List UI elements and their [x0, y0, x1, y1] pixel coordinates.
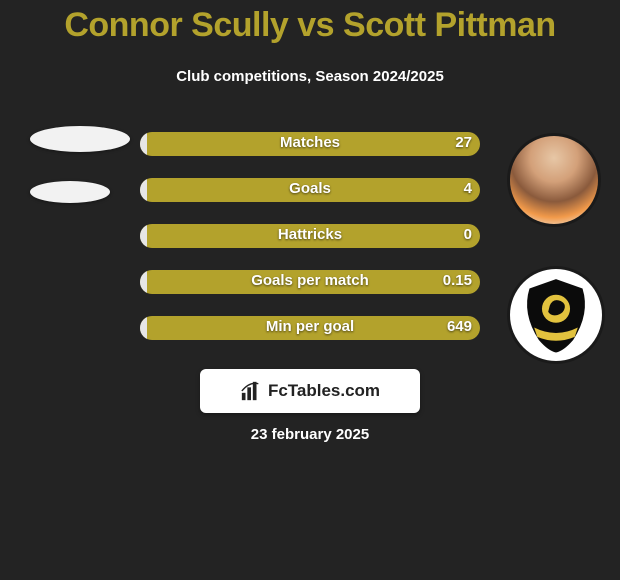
- page-title: Connor Scully vs Scott Pittman: [0, 6, 620, 45]
- player-headshot-icon: [510, 136, 598, 224]
- subtitle: Club competitions, Season 2024/2025: [0, 68, 620, 85]
- stat-row: Goals per match0.15: [140, 270, 480, 294]
- stat-label: Min per goal: [140, 318, 480, 335]
- stat-row: Min per goal649: [140, 316, 480, 340]
- logo-text: FcTables.com: [268, 381, 380, 401]
- club-badge-right: [510, 269, 590, 349]
- stats-panel: Matches27 Goals4 Hattricks0 Goals per match…: [140, 132, 480, 362]
- date-label: 23 february 2025: [0, 426, 620, 443]
- stat-label: Goals: [140, 180, 480, 197]
- stat-value-right: 649: [447, 318, 472, 335]
- stat-value-right: 0.15: [443, 272, 472, 289]
- stat-label: Hattricks: [140, 226, 480, 243]
- stat-value-right: 4: [464, 180, 472, 197]
- stat-value-right: 0: [464, 226, 472, 243]
- player-left-avatar: [30, 126, 110, 152]
- player-right-avatar: [510, 136, 590, 216]
- club-badge-icon: [510, 269, 602, 361]
- stat-row: Matches27: [140, 132, 480, 156]
- stat-value-right: 27: [455, 134, 472, 151]
- fctables-logo[interactable]: FcTables.com: [200, 369, 420, 413]
- stat-label: Goals per match: [140, 272, 480, 289]
- badge-placeholder-icon: [30, 181, 110, 203]
- stat-row: Hattricks0: [140, 224, 480, 248]
- player-placeholder-icon: [30, 126, 130, 152]
- stat-label: Matches: [140, 134, 480, 151]
- bars-icon: [240, 380, 262, 402]
- club-badge-left: [30, 181, 110, 203]
- stat-row: Goals4: [140, 178, 480, 202]
